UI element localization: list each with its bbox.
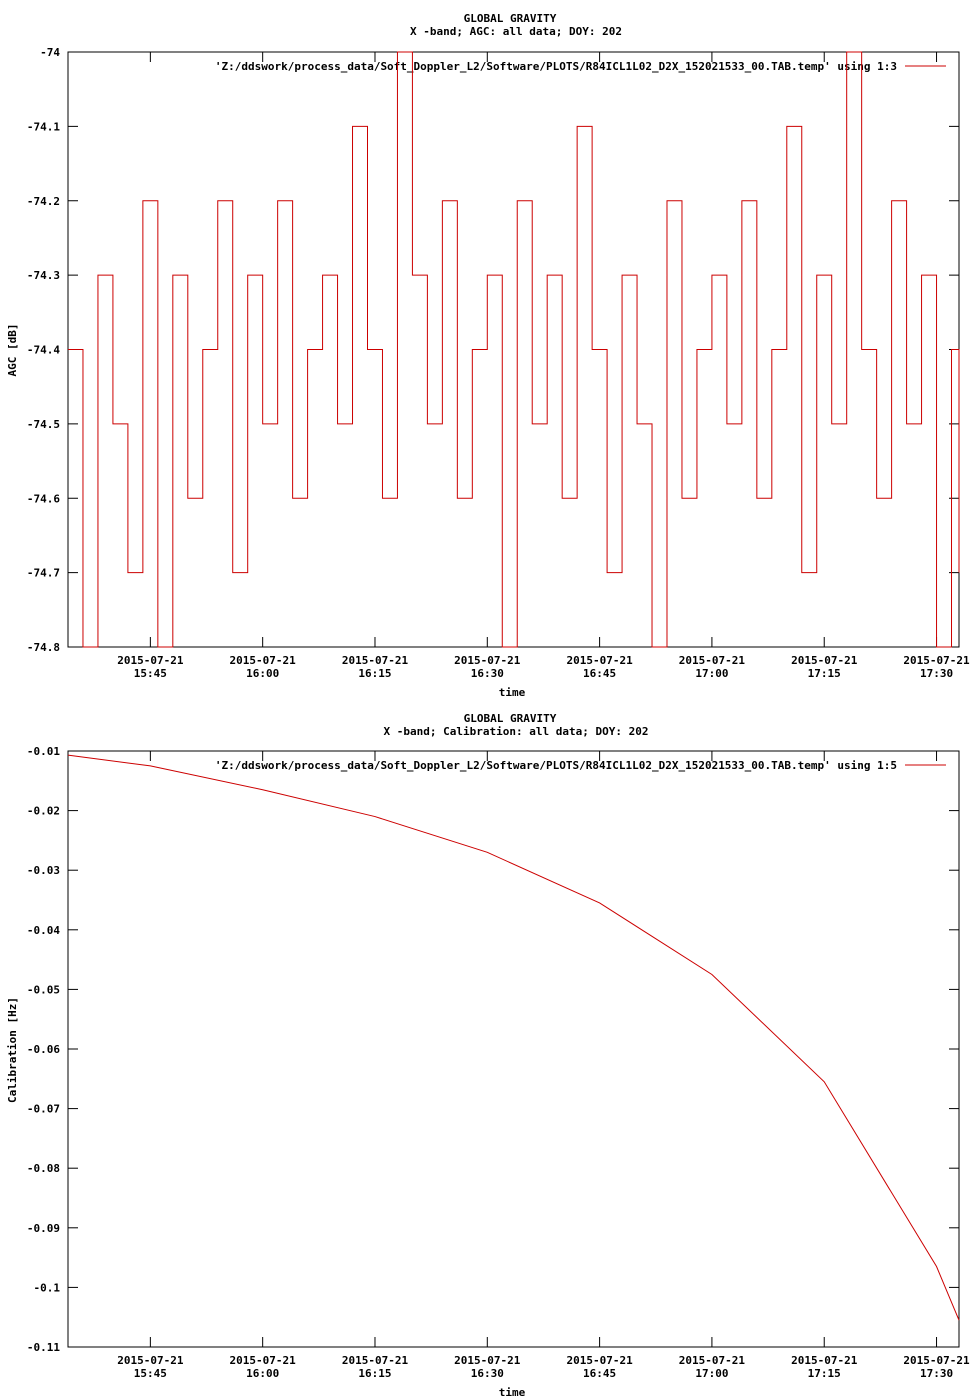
y-axis-label: Calibration [Hz] [6,997,19,1103]
x-tick-date-label: 2015-07-21 [903,654,970,667]
y-tick-label: -74 [40,46,60,59]
x-tick-time-label: 16:30 [471,1367,504,1380]
series-line [67,754,960,1321]
y-axis: -0.01 -0.02 -0.03 -0.04 -0.05 -0.06 -0.07 -0.08… [27,745,959,1354]
x-tick-date-label: 2015-07-21 [566,1354,633,1367]
y-tick-label: -0.06 [27,1043,60,1056]
y-tick-label: -74.4 [27,344,60,357]
y-tick-label: -0.09 [27,1222,60,1235]
y-tick-label: -0.11 [27,1341,60,1354]
agc-chart: GLOBAL GRAVITY X -band; AGC: all data; D… [6,12,970,699]
y-tick-label: -0.08 [27,1162,60,1175]
x-tick-time-label: 17:30 [920,667,953,680]
y-tick-label: -0.1 [34,1281,61,1294]
x-tick-time-label: 17:15 [808,667,841,680]
x-tick-time-label: 17:00 [695,1367,728,1380]
y-tick-label: -0.03 [27,864,60,877]
x-tick-time-label: 16:30 [471,667,504,680]
x-axis: 2015-07-2115:452015-07-2116:002015-07-21… [117,52,970,680]
chart-title: GLOBAL GRAVITY [464,712,557,725]
x-tick-time-label: 16:00 [246,667,279,680]
y-tick-label: -74.7 [27,567,60,580]
y-tick-label: -74.5 [27,418,60,431]
x-tick-time-label: 15:45 [134,667,167,680]
x-tick-time-label: 17:30 [920,1367,953,1380]
x-tick-time-label: 15:45 [134,1367,167,1380]
x-tick-date-label: 2015-07-21 [117,654,184,667]
y-tick-label: -0.05 [27,983,60,996]
x-tick-time-label: 17:00 [695,667,728,680]
y-tick-label: -0.04 [27,924,60,937]
x-tick-time-label: 16:00 [246,1367,279,1380]
x-tick-date-label: 2015-07-21 [679,654,746,667]
legend-entry: 'Z:/ddswork/process_data/Soft_Doppler_L2… [215,60,897,73]
y-axis-label: AGC [dB] [6,324,19,377]
x-tick-time-label: 16:15 [358,1367,391,1380]
x-tick-date-label: 2015-07-21 [454,1354,521,1367]
x-tick-time-label: 16:45 [583,1367,616,1380]
x-axis-label: time [499,686,526,699]
legend-entry: 'Z:/ddswork/process_data/Soft_Doppler_L2… [215,759,897,772]
x-tick-date-label: 2015-07-21 [679,1354,746,1367]
x-tick-date-label: 2015-07-21 [230,654,297,667]
y-tick-label: -74.6 [27,492,60,505]
chart-subtitle: X -band; Calibration: all data; DOY: 202 [384,725,649,738]
series-group [67,754,960,1321]
x-tick-date-label: 2015-07-21 [903,1354,970,1367]
legend: 'Z:/ddswork/process_data/Soft_Doppler_L2… [215,60,946,73]
x-tick-time-label: 16:15 [358,667,391,680]
y-tick-label: -0.02 [27,805,60,818]
x-tick-date-label: 2015-07-21 [117,1354,184,1367]
plot-frame [67,750,960,1348]
x-tick-date-label: 2015-07-21 [454,654,521,667]
y-axis: -74 -74.1 -74.2 -74.3 -74.4 -74.5 -74.6 -74.7 -7… [27,46,959,654]
calibration-chart: GLOBAL GRAVITY X -band; Calibration: all… [6,712,970,1399]
y-tick-label: -0.07 [27,1103,60,1116]
x-axis: 2015-07-2115:452015-07-2116:002015-07-21… [117,751,970,1380]
x-tick-time-label: 17:15 [808,1367,841,1380]
x-tick-date-label: 2015-07-21 [230,1354,297,1367]
x-tick-date-label: 2015-07-21 [566,654,633,667]
chart-title: GLOBAL GRAVITY [464,12,557,25]
y-tick-label: -0.01 [27,745,60,758]
plot-frame [67,51,960,648]
series-line [68,51,960,648]
series-group [68,51,960,648]
x-tick-date-label: 2015-07-21 [342,1354,409,1367]
y-tick-label: -74.8 [27,641,60,654]
legend: 'Z:/ddswork/process_data/Soft_Doppler_L2… [215,759,946,772]
x-tick-date-label: 2015-07-21 [342,654,409,667]
chart-subtitle: X -band; AGC: all data; DOY: 202 [410,25,622,38]
x-tick-time-label: 16:45 [583,667,616,680]
y-tick-label: -74.2 [27,195,60,208]
y-tick-label: -74.3 [27,269,60,282]
x-tick-date-label: 2015-07-21 [791,654,858,667]
x-tick-date-label: 2015-07-21 [791,1354,858,1367]
x-axis-label: time [499,1386,526,1399]
y-tick-label: -74.1 [27,120,60,133]
